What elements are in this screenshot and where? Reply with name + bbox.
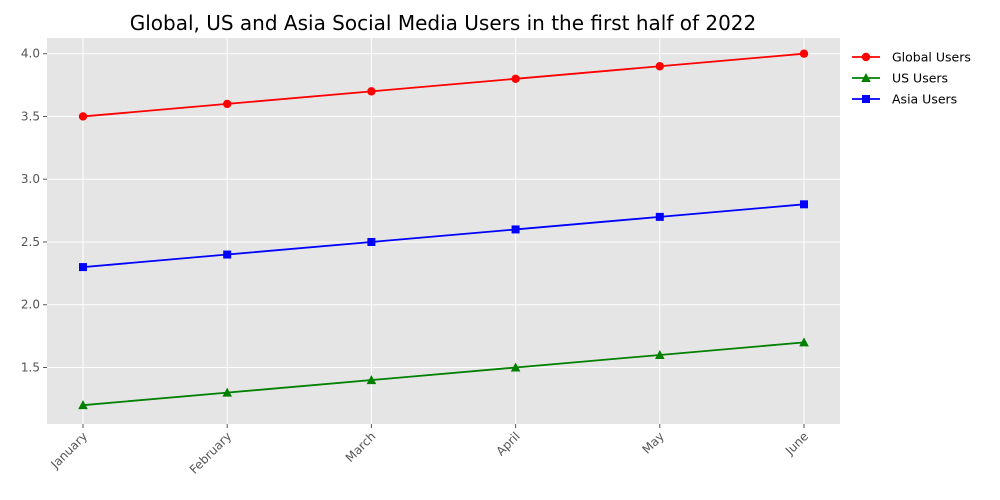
x-tick-label: June <box>782 429 811 458</box>
chart-title: Global, US and Asia Social Media Users i… <box>130 11 757 35</box>
x-tick-label: January <box>47 429 90 472</box>
data-point-us-users <box>510 362 521 372</box>
data-point-asia-users <box>511 225 520 234</box>
x-tick-label: March <box>343 429 379 465</box>
data-point-global-users <box>223 99 232 109</box>
legend-marker-asia-users <box>862 95 870 103</box>
y-tick-label: 1.5 <box>21 361 40 375</box>
x-tick-label: May <box>639 429 666 456</box>
legend-marker-global-users <box>861 52 871 62</box>
series-line-asia-users <box>82 203 805 268</box>
data-point-global-users <box>799 49 809 58</box>
legend-label-us-users: US Users <box>892 71 948 86</box>
x-tick-label: February <box>187 429 235 477</box>
y-tick-label: 2.5 <box>21 235 40 249</box>
data-point-asia-users <box>655 212 664 221</box>
legend-entry-us-users: US Users <box>852 71 948 86</box>
series-line-us-users <box>82 341 805 407</box>
legend-label-asia-users: Asia Users <box>892 92 957 107</box>
y-tick-label: 3.0 <box>21 172 40 186</box>
y-tick-label: 3.5 <box>21 109 40 123</box>
data-point-asia-users <box>367 237 376 246</box>
data-point-us-users <box>78 400 88 410</box>
data-point-global-users <box>78 112 88 121</box>
x-tick-label: April <box>493 429 522 458</box>
legend: Global Users US Users Asia Users <box>852 50 971 107</box>
legend-marker-us-users <box>861 73 871 82</box>
data-point-us-users <box>366 375 377 385</box>
y-tick-label: 4.0 <box>21 47 40 61</box>
data-point-global-users <box>367 87 376 96</box>
data-point-global-users <box>511 74 520 83</box>
legend-entry-asia-users: Asia Users <box>852 92 957 107</box>
data-point-asia-users <box>79 263 87 272</box>
data-point-asia-users <box>800 200 808 209</box>
legend-label-global-users: Global Users <box>892 50 971 65</box>
legend-entry-global-users: Global Users <box>852 50 971 65</box>
y-tick-label: 2.0 <box>21 298 40 312</box>
data-point-us-users <box>799 337 809 347</box>
series-line-global-users <box>82 52 805 118</box>
data-point-us-users <box>222 387 232 397</box>
data-point-asia-users <box>223 250 232 259</box>
plot-area: 1.5 2.0 2.5 3.0 3.5 4.0 January February March Ap… <box>21 38 840 477</box>
data-point-us-users <box>655 349 665 359</box>
data-point-global-users <box>655 62 664 71</box>
plot-background <box>47 38 840 424</box>
